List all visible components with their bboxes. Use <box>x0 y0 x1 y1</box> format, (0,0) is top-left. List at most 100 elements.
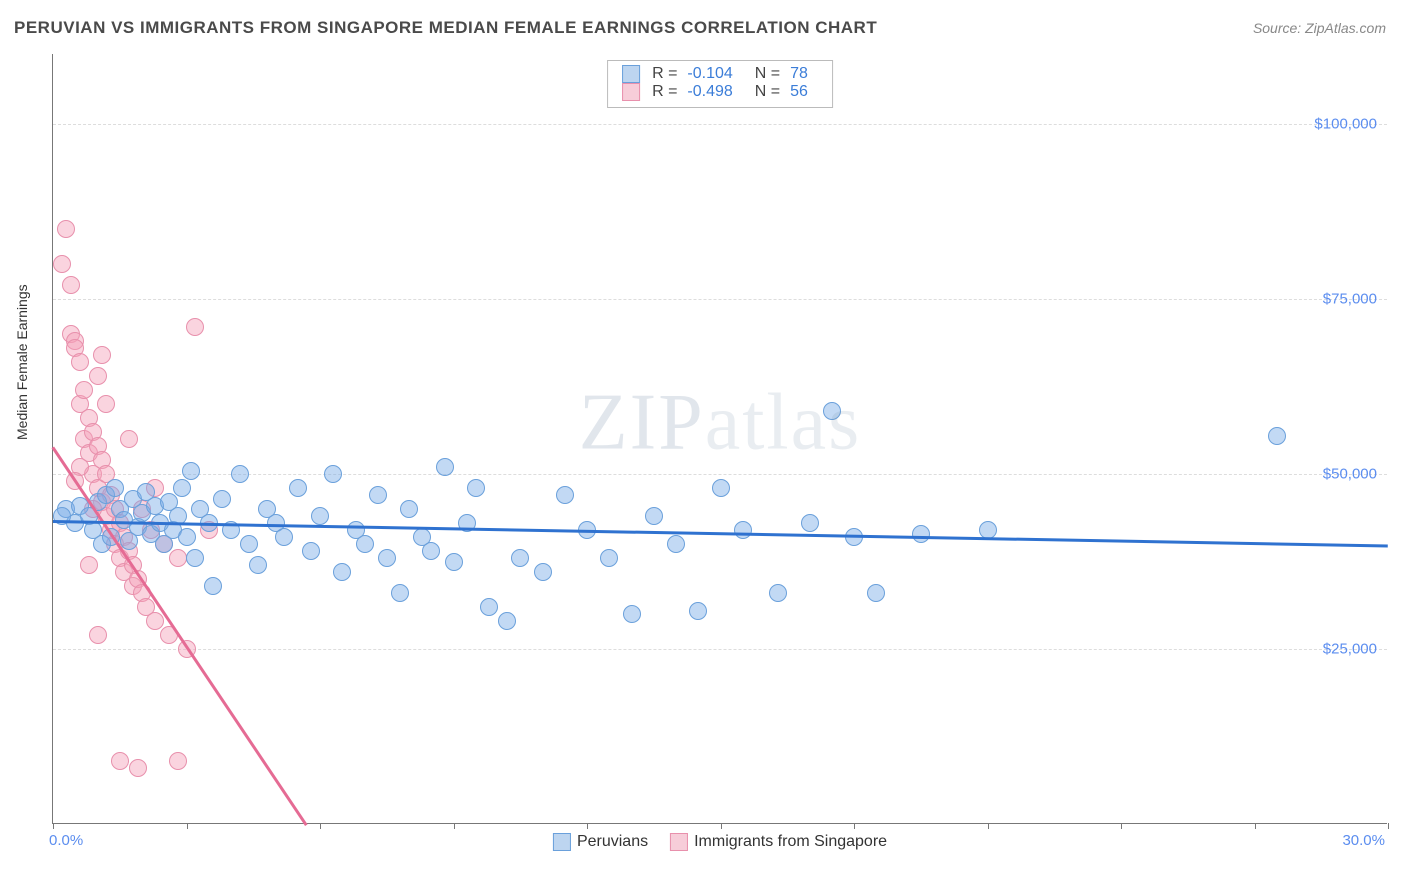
data-point <box>400 500 418 518</box>
data-point <box>600 549 618 567</box>
data-point <box>436 458 454 476</box>
r-value-singapore: -0.498 <box>687 83 732 101</box>
data-point <box>302 542 320 560</box>
n-label: N = <box>755 83 780 101</box>
data-point <box>645 507 663 525</box>
data-point <box>391 584 409 602</box>
legend-swatch-singapore <box>670 833 688 851</box>
data-point <box>311 507 329 525</box>
header: PERUVIAN VS IMMIGRANTS FROM SINGAPORE ME… <box>0 0 1406 48</box>
data-point <box>178 528 196 546</box>
data-point <box>97 395 115 413</box>
data-point <box>106 479 124 497</box>
data-point <box>57 220 75 238</box>
legend-label-peruvians: Peruvians <box>577 833 648 851</box>
data-point <box>667 535 685 553</box>
data-point <box>93 346 111 364</box>
r-label: R = <box>652 65 677 83</box>
data-point <box>169 752 187 770</box>
x-tick <box>854 823 855 829</box>
n-value-peruvians: 78 <box>790 65 808 83</box>
x-tick <box>988 823 989 829</box>
data-point <box>912 525 930 543</box>
y-tick-label: $50,000 <box>1323 466 1377 483</box>
gridline-h <box>53 124 1387 125</box>
x-tick <box>1121 823 1122 829</box>
data-point <box>534 563 552 581</box>
x-tick <box>320 823 321 829</box>
data-point <box>734 521 752 539</box>
data-point <box>53 255 71 273</box>
data-point <box>111 752 129 770</box>
data-point <box>623 605 641 623</box>
r-label: R = <box>652 83 677 101</box>
data-point <box>75 381 93 399</box>
data-point <box>80 556 98 574</box>
legend-label-singapore: Immigrants from Singapore <box>694 833 887 851</box>
legend-item-singapore: Immigrants from Singapore <box>670 833 887 851</box>
data-point <box>62 276 80 294</box>
data-point <box>369 486 387 504</box>
data-point <box>356 535 374 553</box>
n-value-singapore: 56 <box>790 83 808 101</box>
x-axis-start: 0.0% <box>49 832 83 849</box>
data-point <box>186 318 204 336</box>
data-point <box>769 584 787 602</box>
chart-title: PERUVIAN VS IMMIGRANTS FROM SINGAPORE ME… <box>14 18 877 38</box>
watermark-thin: atlas <box>705 379 862 467</box>
source-attribution: Source: ZipAtlas.com <box>1253 20 1386 36</box>
gridline-h <box>53 649 1387 650</box>
data-point <box>445 553 463 571</box>
gridline-h <box>53 299 1387 300</box>
data-point <box>275 528 293 546</box>
data-point <box>213 490 231 508</box>
x-tick <box>1255 823 1256 829</box>
stats-box: R = -0.104 N = 78 R = -0.498 N = 56 <box>607 60 833 108</box>
data-point <box>289 479 307 497</box>
data-point <box>71 353 89 371</box>
x-tick <box>721 823 722 829</box>
data-point <box>129 759 147 777</box>
data-point <box>801 514 819 532</box>
y-tick-label: $25,000 <box>1323 641 1377 658</box>
gridline-h <box>53 474 1387 475</box>
data-point <box>712 479 730 497</box>
data-point <box>240 535 258 553</box>
data-point <box>173 479 191 497</box>
data-point <box>333 563 351 581</box>
data-point <box>249 556 267 574</box>
stats-row-singapore: R = -0.498 N = 56 <box>622 83 818 101</box>
y-tick-label: $100,000 <box>1314 116 1377 133</box>
r-value-peruvians: -0.104 <box>687 65 732 83</box>
data-point <box>89 626 107 644</box>
data-point <box>169 549 187 567</box>
data-point <box>422 542 440 560</box>
data-point <box>324 465 342 483</box>
watermark: ZIPatlas <box>579 378 862 469</box>
data-point <box>378 549 396 567</box>
stats-row-peruvians: R = -0.104 N = 78 <box>622 65 818 83</box>
data-point <box>867 584 885 602</box>
chart-container: PERUVIAN VS IMMIGRANTS FROM SINGAPORE ME… <box>0 0 1406 892</box>
y-tick-label: $75,000 <box>1323 291 1377 308</box>
n-label: N = <box>755 65 780 83</box>
data-point <box>146 612 164 630</box>
legend-swatch-peruvians <box>553 833 571 851</box>
data-point <box>1268 427 1286 445</box>
data-point <box>186 549 204 567</box>
y-axis-label: Median Female Earnings <box>14 284 30 440</box>
plot-area: ZIPatlas R = -0.104 N = 78 R = -0.498 N … <box>52 54 1387 824</box>
data-point <box>689 602 707 620</box>
x-tick <box>53 823 54 829</box>
watermark-bold: ZIP <box>579 379 705 467</box>
data-point <box>231 465 249 483</box>
data-point <box>480 598 498 616</box>
x-tick <box>587 823 588 829</box>
data-point <box>89 367 107 385</box>
data-point <box>467 479 485 497</box>
legend-item-peruvians: Peruvians <box>553 833 648 851</box>
data-point <box>823 402 841 420</box>
data-point <box>120 430 138 448</box>
data-point <box>511 549 529 567</box>
x-tick <box>187 823 188 829</box>
